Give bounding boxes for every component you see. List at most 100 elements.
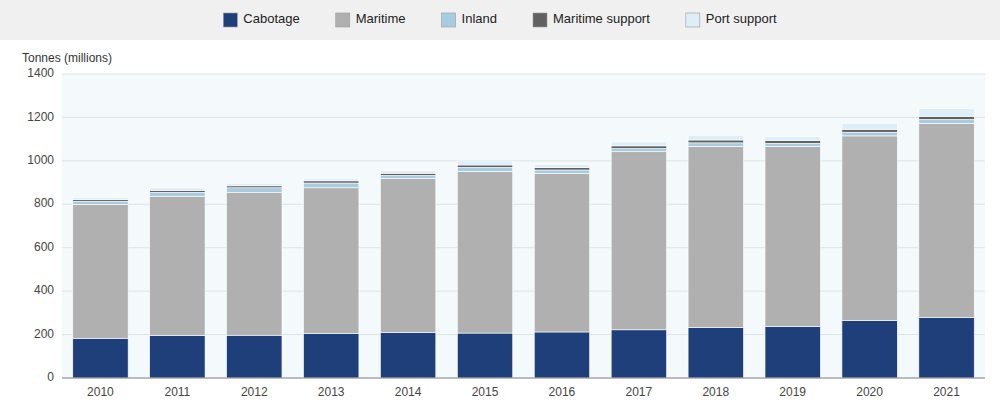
legend-item: Inland [442, 11, 497, 27]
y-tick-label: 800 [34, 196, 54, 210]
legend: Cabotage Maritime Inland Maritime support Po… [0, 0, 1000, 40]
bar-segment [73, 204, 128, 338]
x-tick-label: 2020 [856, 385, 883, 399]
bar-segment [688, 135, 743, 140]
bar-segment [611, 152, 666, 330]
bar-segment [765, 137, 820, 141]
bar-segment [611, 146, 666, 149]
bar-segment [457, 167, 512, 171]
bar-segment [380, 333, 435, 378]
bar-segment [611, 330, 666, 378]
legend-label: Maritime [356, 11, 406, 26]
legend-item: Maritime support [533, 11, 650, 27]
legend-swatch [223, 13, 237, 27]
x-tick-label: 2018 [702, 385, 729, 399]
legend-label: Inland [462, 11, 497, 26]
y-axis: 0200400600800100012001400 [27, 66, 985, 384]
bar-segment [150, 196, 205, 335]
y-tick-label: 400 [34, 283, 54, 297]
bar-segment [765, 140, 820, 143]
bar-segment [457, 161, 512, 165]
legend-swatch [533, 13, 547, 27]
x-tick-label: 2011 [164, 385, 190, 399]
x-tick-label: 2017 [626, 385, 653, 399]
bar-segment [688, 143, 743, 146]
y-tick-label: 600 [34, 240, 54, 254]
bar-segment [380, 178, 435, 332]
bar-segment [380, 171, 435, 174]
chart: 0200400600800100012001400Tonnes (million… [0, 0, 1000, 412]
y-tick-label: 200 [34, 327, 54, 341]
bar-segment [227, 188, 282, 193]
bar-segment [304, 188, 359, 334]
bars [73, 109, 974, 378]
plot-background [62, 74, 985, 378]
grid-line [62, 117, 985, 118]
y-tick-label: 1200 [27, 110, 54, 124]
x-tick-label: 2021 [933, 385, 960, 399]
legend-swatch [442, 13, 456, 27]
legend-swatch [686, 13, 700, 27]
bar-segment [919, 318, 974, 378]
y-tick-label: 1400 [27, 66, 54, 80]
bar-segment [842, 320, 897, 378]
bar-segment [227, 335, 282, 378]
bar-segment [919, 123, 974, 317]
legend-label: Maritime support [553, 11, 650, 26]
bar-segment [765, 143, 820, 146]
bar-segment [457, 165, 512, 167]
bar-segment [534, 173, 589, 332]
bar-segment [842, 123, 897, 129]
y-axis-label: Tonnes (millions) [22, 51, 112, 65]
bar-segment [380, 175, 435, 178]
x-tick-label: 2010 [87, 385, 114, 399]
bar-segment [304, 178, 359, 180]
bar-segment [842, 132, 897, 136]
legend-item: Maritime [336, 11, 406, 27]
x-tick-label: 2019 [779, 385, 806, 399]
bar-segment [227, 193, 282, 336]
bar-segment [842, 136, 897, 321]
bar-segment [765, 146, 820, 326]
x-axis-line [62, 378, 985, 379]
x-tick-label: 2016 [549, 385, 576, 399]
bar-segment [688, 140, 743, 143]
bar-segment [919, 119, 974, 123]
bar-segment [919, 109, 974, 117]
grid-line [62, 74, 985, 75]
bar-segment [611, 148, 666, 151]
bar-segment [304, 334, 359, 378]
legend-swatch [336, 13, 350, 27]
x-tick-label: 2014 [395, 385, 422, 399]
bar-segment [611, 142, 666, 146]
bar-segment [150, 188, 205, 190]
legend-item: Cabotage [223, 11, 299, 27]
x-tick-label: 2012 [241, 385, 268, 399]
bar-segment [73, 197, 128, 199]
bar-segment [150, 192, 205, 196]
bar-segment [150, 335, 205, 378]
bar-segment [842, 129, 897, 132]
bar-segment [73, 201, 128, 204]
bar-segment [304, 183, 359, 188]
legend-label: Cabotage [243, 11, 299, 26]
bar-segment [380, 173, 435, 175]
bar-segment [534, 165, 589, 168]
bar-segment [765, 327, 820, 378]
y-tick-label: 1000 [27, 153, 54, 167]
bar-segment [227, 183, 282, 185]
legend-item: Port support [686, 11, 777, 27]
bar-segment [919, 116, 974, 119]
x-axis: 2010 2011 2012 2013 2014 2015 2016 2017 2018 2019… [62, 378, 985, 399]
grid-line [62, 378, 985, 379]
bar-segment [688, 328, 743, 378]
bar-segment [534, 170, 589, 173]
legend-label: Port support [706, 11, 777, 26]
x-tick-label: 2013 [318, 385, 345, 399]
bar-segment [304, 181, 359, 183]
legend-background [0, 0, 1000, 40]
x-tick-label: 2015 [472, 385, 499, 399]
bar-segment [534, 332, 589, 378]
bar-segment [534, 168, 589, 170]
bar-segment [688, 146, 743, 327]
